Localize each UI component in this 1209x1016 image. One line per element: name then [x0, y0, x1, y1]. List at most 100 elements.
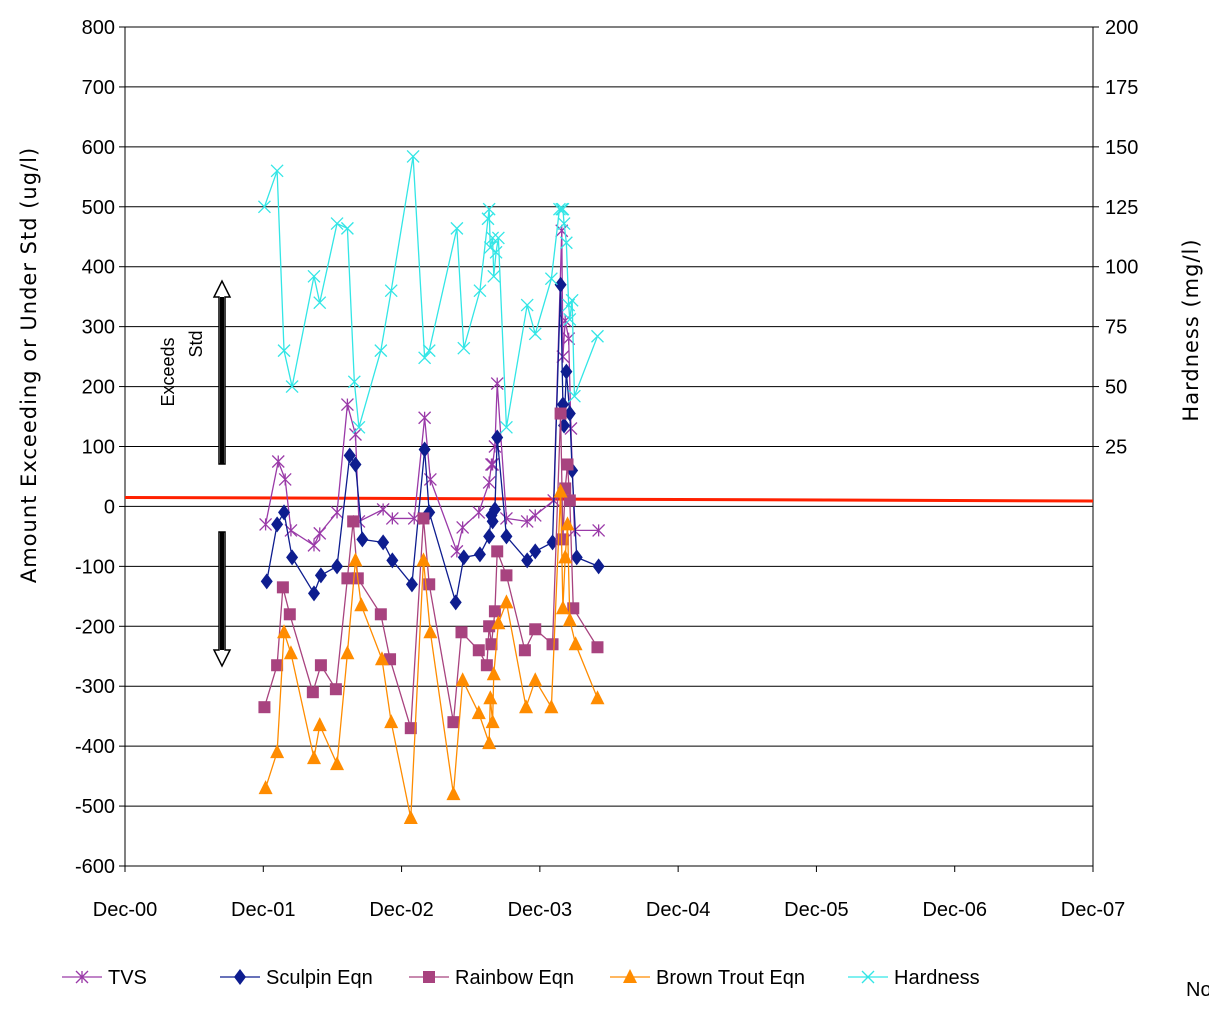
x-tick-label: Dec-02 — [369, 899, 433, 921]
right-tick-label: 75 — [1105, 317, 1127, 339]
marker-stroke — [559, 236, 573, 250]
data-point — [488, 605, 501, 618]
data-point — [486, 513, 499, 530]
x-tick-label: Dec-01 — [231, 899, 295, 921]
marker-stroke — [544, 272, 558, 286]
data-point — [352, 420, 366, 434]
data-point — [354, 597, 369, 612]
data-point — [449, 594, 462, 611]
data-point — [861, 970, 875, 984]
data-point — [555, 202, 569, 216]
right-tick-label: 125 — [1105, 197, 1138, 219]
data-point — [341, 572, 354, 585]
data-point — [546, 638, 559, 651]
left-axis-ticks: 800 700 600 500 400 300 200 100 0 -100 -200 -300 -40… — [75, 17, 125, 878]
data-point — [486, 231, 500, 245]
marker-stroke — [520, 298, 534, 312]
left-tick-label: -300 — [75, 676, 115, 698]
marker-stroke — [481, 212, 495, 226]
data-point — [447, 716, 460, 729]
legend-label: Hardness — [894, 967, 980, 989]
data-point — [384, 714, 399, 729]
marker-stroke — [563, 312, 577, 326]
data-point — [623, 969, 637, 983]
data-point — [592, 523, 606, 537]
data-point — [423, 971, 435, 983]
legend-item: Hardness — [848, 967, 980, 989]
marker-stroke — [861, 970, 875, 984]
data-point — [260, 573, 273, 590]
data-point — [234, 969, 246, 985]
data-point — [75, 970, 89, 984]
data-point — [490, 377, 504, 391]
marker-stroke — [482, 202, 496, 216]
series-line — [263, 413, 599, 729]
data-point — [313, 296, 327, 310]
marker-stroke — [491, 231, 505, 245]
data-point — [457, 341, 471, 355]
data-point — [277, 624, 292, 639]
data-point — [418, 411, 432, 425]
data-point — [482, 202, 496, 216]
data-point — [554, 407, 567, 420]
data-point — [521, 552, 534, 569]
data-point — [330, 756, 345, 771]
marker-stroke — [257, 200, 271, 214]
left-tick-label: -600 — [75, 856, 115, 878]
data-point — [283, 608, 296, 621]
data-point — [556, 202, 570, 216]
exceeds-label-line1: Exceeds — [158, 337, 178, 406]
data-point — [485, 714, 500, 729]
marker-stroke — [483, 241, 497, 254]
right-axis-ticks: 200 175 150 125 100 75 50 25 — [1093, 17, 1138, 459]
data-point — [457, 549, 470, 566]
left-tick-label: -200 — [75, 616, 115, 638]
data-point — [528, 672, 543, 687]
data-point — [356, 531, 369, 548]
data-point — [416, 552, 431, 567]
data-point — [423, 624, 438, 639]
data-point — [488, 501, 501, 518]
data-point — [385, 511, 399, 525]
data-point — [386, 552, 399, 569]
marker-stroke — [347, 375, 361, 389]
data-point — [553, 483, 568, 498]
marker-stroke — [557, 217, 571, 231]
series-brown-trout-eqn — [258, 483, 605, 825]
data-point — [499, 511, 513, 525]
marker-stroke — [489, 245, 503, 259]
right-tick-label: 150 — [1105, 137, 1138, 159]
data-point — [456, 520, 470, 534]
data-point — [563, 312, 577, 326]
data-point — [529, 623, 542, 636]
data-point — [271, 659, 284, 672]
data-point — [555, 600, 570, 615]
data-point — [259, 517, 273, 531]
left-tick-label: -100 — [75, 556, 115, 578]
data-point — [544, 272, 558, 286]
data-point — [558, 549, 573, 564]
legend-label: Sculpin Eqn — [266, 967, 373, 989]
data-point — [565, 293, 579, 307]
data-point — [491, 615, 506, 630]
exceeds-annotation: Exceeds Std — [158, 279, 232, 668]
series-group — [257, 149, 606, 825]
data-point — [374, 651, 389, 666]
data-point — [491, 429, 504, 446]
data-point — [271, 455, 285, 468]
data-point — [340, 398, 354, 412]
up-arrow-shaft — [220, 297, 224, 464]
legend-item: Sculpin Eqn — [220, 967, 373, 989]
data-point — [349, 456, 362, 473]
data-point — [258, 701, 271, 714]
threshold-line — [124, 495, 1094, 503]
marker-stroke — [450, 221, 464, 235]
data-point — [270, 744, 285, 759]
data-point — [307, 538, 321, 552]
left-tick-label: 800 — [82, 17, 115, 39]
data-point — [404, 722, 417, 735]
series-rainbow-eqn — [258, 407, 604, 735]
marker-stroke — [270, 164, 284, 178]
left-tick-label: -400 — [75, 736, 115, 758]
